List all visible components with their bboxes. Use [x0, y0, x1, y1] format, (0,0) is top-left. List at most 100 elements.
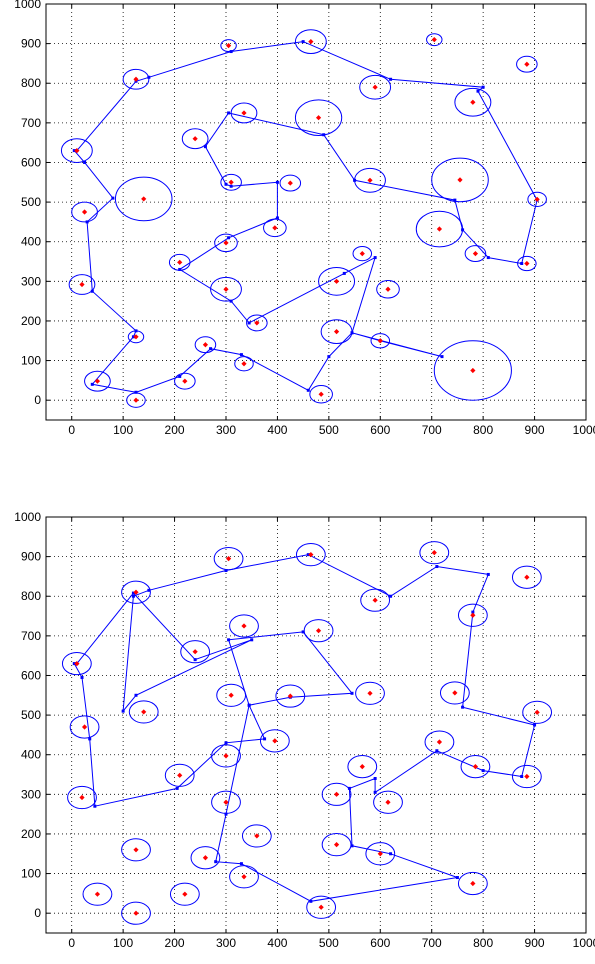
data-point [141, 196, 147, 202]
path-vertex [389, 594, 393, 598]
neighborhood-circle [128, 700, 159, 724]
data-point [315, 628, 322, 634]
path-vertex [275, 216, 279, 220]
neighborhood-circle [376, 280, 400, 299]
neighborhood-circle [122, 68, 150, 90]
path-vertex [455, 876, 459, 880]
data-point [202, 855, 209, 861]
neighborhood-circle [360, 588, 391, 612]
neighborhood-circle [517, 255, 537, 272]
data-point [133, 847, 139, 853]
neighborhood-circle [210, 276, 242, 302]
neighborhood-circle [220, 39, 237, 53]
neighborhood-circle [439, 681, 470, 705]
neighborhood-circle [321, 782, 352, 806]
path-vertex [453, 198, 457, 202]
neighborhood-circle [234, 356, 254, 372]
neighborhood-circle [457, 871, 488, 896]
path-vertex [347, 786, 351, 790]
y-tick-label: 300 [21, 274, 41, 288]
path-vertex [440, 355, 444, 359]
data-point [254, 320, 260, 326]
data-point [452, 690, 458, 696]
data-point [315, 115, 322, 121]
data-point [431, 37, 437, 43]
x-tick-label: 500 [319, 423, 339, 437]
path-vertex [88, 737, 92, 741]
neighborhood-circle [359, 74, 392, 100]
neighborhood-circle [424, 730, 455, 754]
data-point [534, 196, 540, 202]
path-vertex [134, 329, 138, 333]
y-tick-label: 400 [21, 235, 41, 249]
path-vertex [373, 256, 377, 260]
neighborhood-circle [352, 245, 373, 262]
neighborhood-circle [121, 901, 151, 925]
path-vertex [322, 133, 326, 137]
data-point [308, 39, 314, 45]
x-tick-label: 100 [113, 423, 133, 437]
neighborhood-circle [181, 128, 209, 150]
path-vertex [224, 568, 228, 572]
data-point [202, 342, 209, 348]
data-point [524, 773, 530, 780]
data-point [133, 76, 139, 82]
path-vertex [80, 675, 84, 679]
data-point [359, 251, 365, 257]
data-point [377, 851, 383, 857]
y-tick-label: 0 [34, 906, 41, 920]
data-point [431, 550, 437, 556]
data-point [228, 179, 234, 185]
neighborhood-circle [246, 314, 268, 332]
path-vertex [83, 160, 87, 164]
data-point [333, 278, 340, 284]
data-point [385, 799, 391, 805]
neighborhood-circle [82, 882, 113, 906]
path-vertex [373, 790, 377, 794]
y-tick-label: 900 [21, 37, 41, 51]
data-point [359, 764, 365, 770]
y-tick-label: 700 [21, 116, 41, 130]
path-vertex [471, 610, 475, 614]
path-vertex [275, 180, 279, 184]
neighborhood-circle [295, 543, 326, 567]
neighborhood-circle [241, 824, 272, 848]
path-vertex [481, 85, 485, 89]
x-tick-label: 1000 [573, 936, 595, 950]
y-tick-label: 800 [21, 589, 41, 603]
y-tick-label: 600 [21, 155, 41, 169]
data-point [79, 794, 85, 801]
data-point [74, 147, 80, 154]
neighborhood-circle [61, 651, 92, 676]
path-vertex [520, 775, 524, 779]
data-point [524, 260, 530, 267]
path-vertex [134, 693, 138, 697]
neighborhood-circle [355, 681, 385, 705]
path-vertex [435, 749, 439, 753]
path-vertex [435, 565, 439, 569]
neighborhood-circle [279, 174, 302, 192]
path-vertex [301, 40, 305, 44]
data-point [223, 753, 229, 759]
data-point [272, 225, 278, 231]
neighborhood-circle [67, 785, 97, 810]
x-tick-label: 700 [422, 936, 442, 950]
neighborhood-circle [460, 755, 491, 779]
data-point [436, 739, 443, 745]
path-vertex [389, 77, 393, 81]
neighborhood-circle [174, 372, 196, 390]
neighborhood-circle [347, 755, 378, 779]
neighborhood-circle [194, 336, 217, 354]
path-vertex [147, 75, 151, 79]
data-point [241, 110, 247, 116]
neighborhood-circle [60, 138, 93, 163]
path-vertex [350, 691, 354, 695]
x-tick-label: 400 [267, 936, 287, 950]
data-point [182, 891, 188, 897]
data-point [94, 378, 101, 384]
neighborhood-circle [180, 640, 211, 664]
y-tick-label: 100 [21, 867, 41, 881]
neighborhood-circle [294, 99, 343, 137]
data-point [308, 552, 314, 558]
y-tick-label: 500 [21, 195, 41, 209]
